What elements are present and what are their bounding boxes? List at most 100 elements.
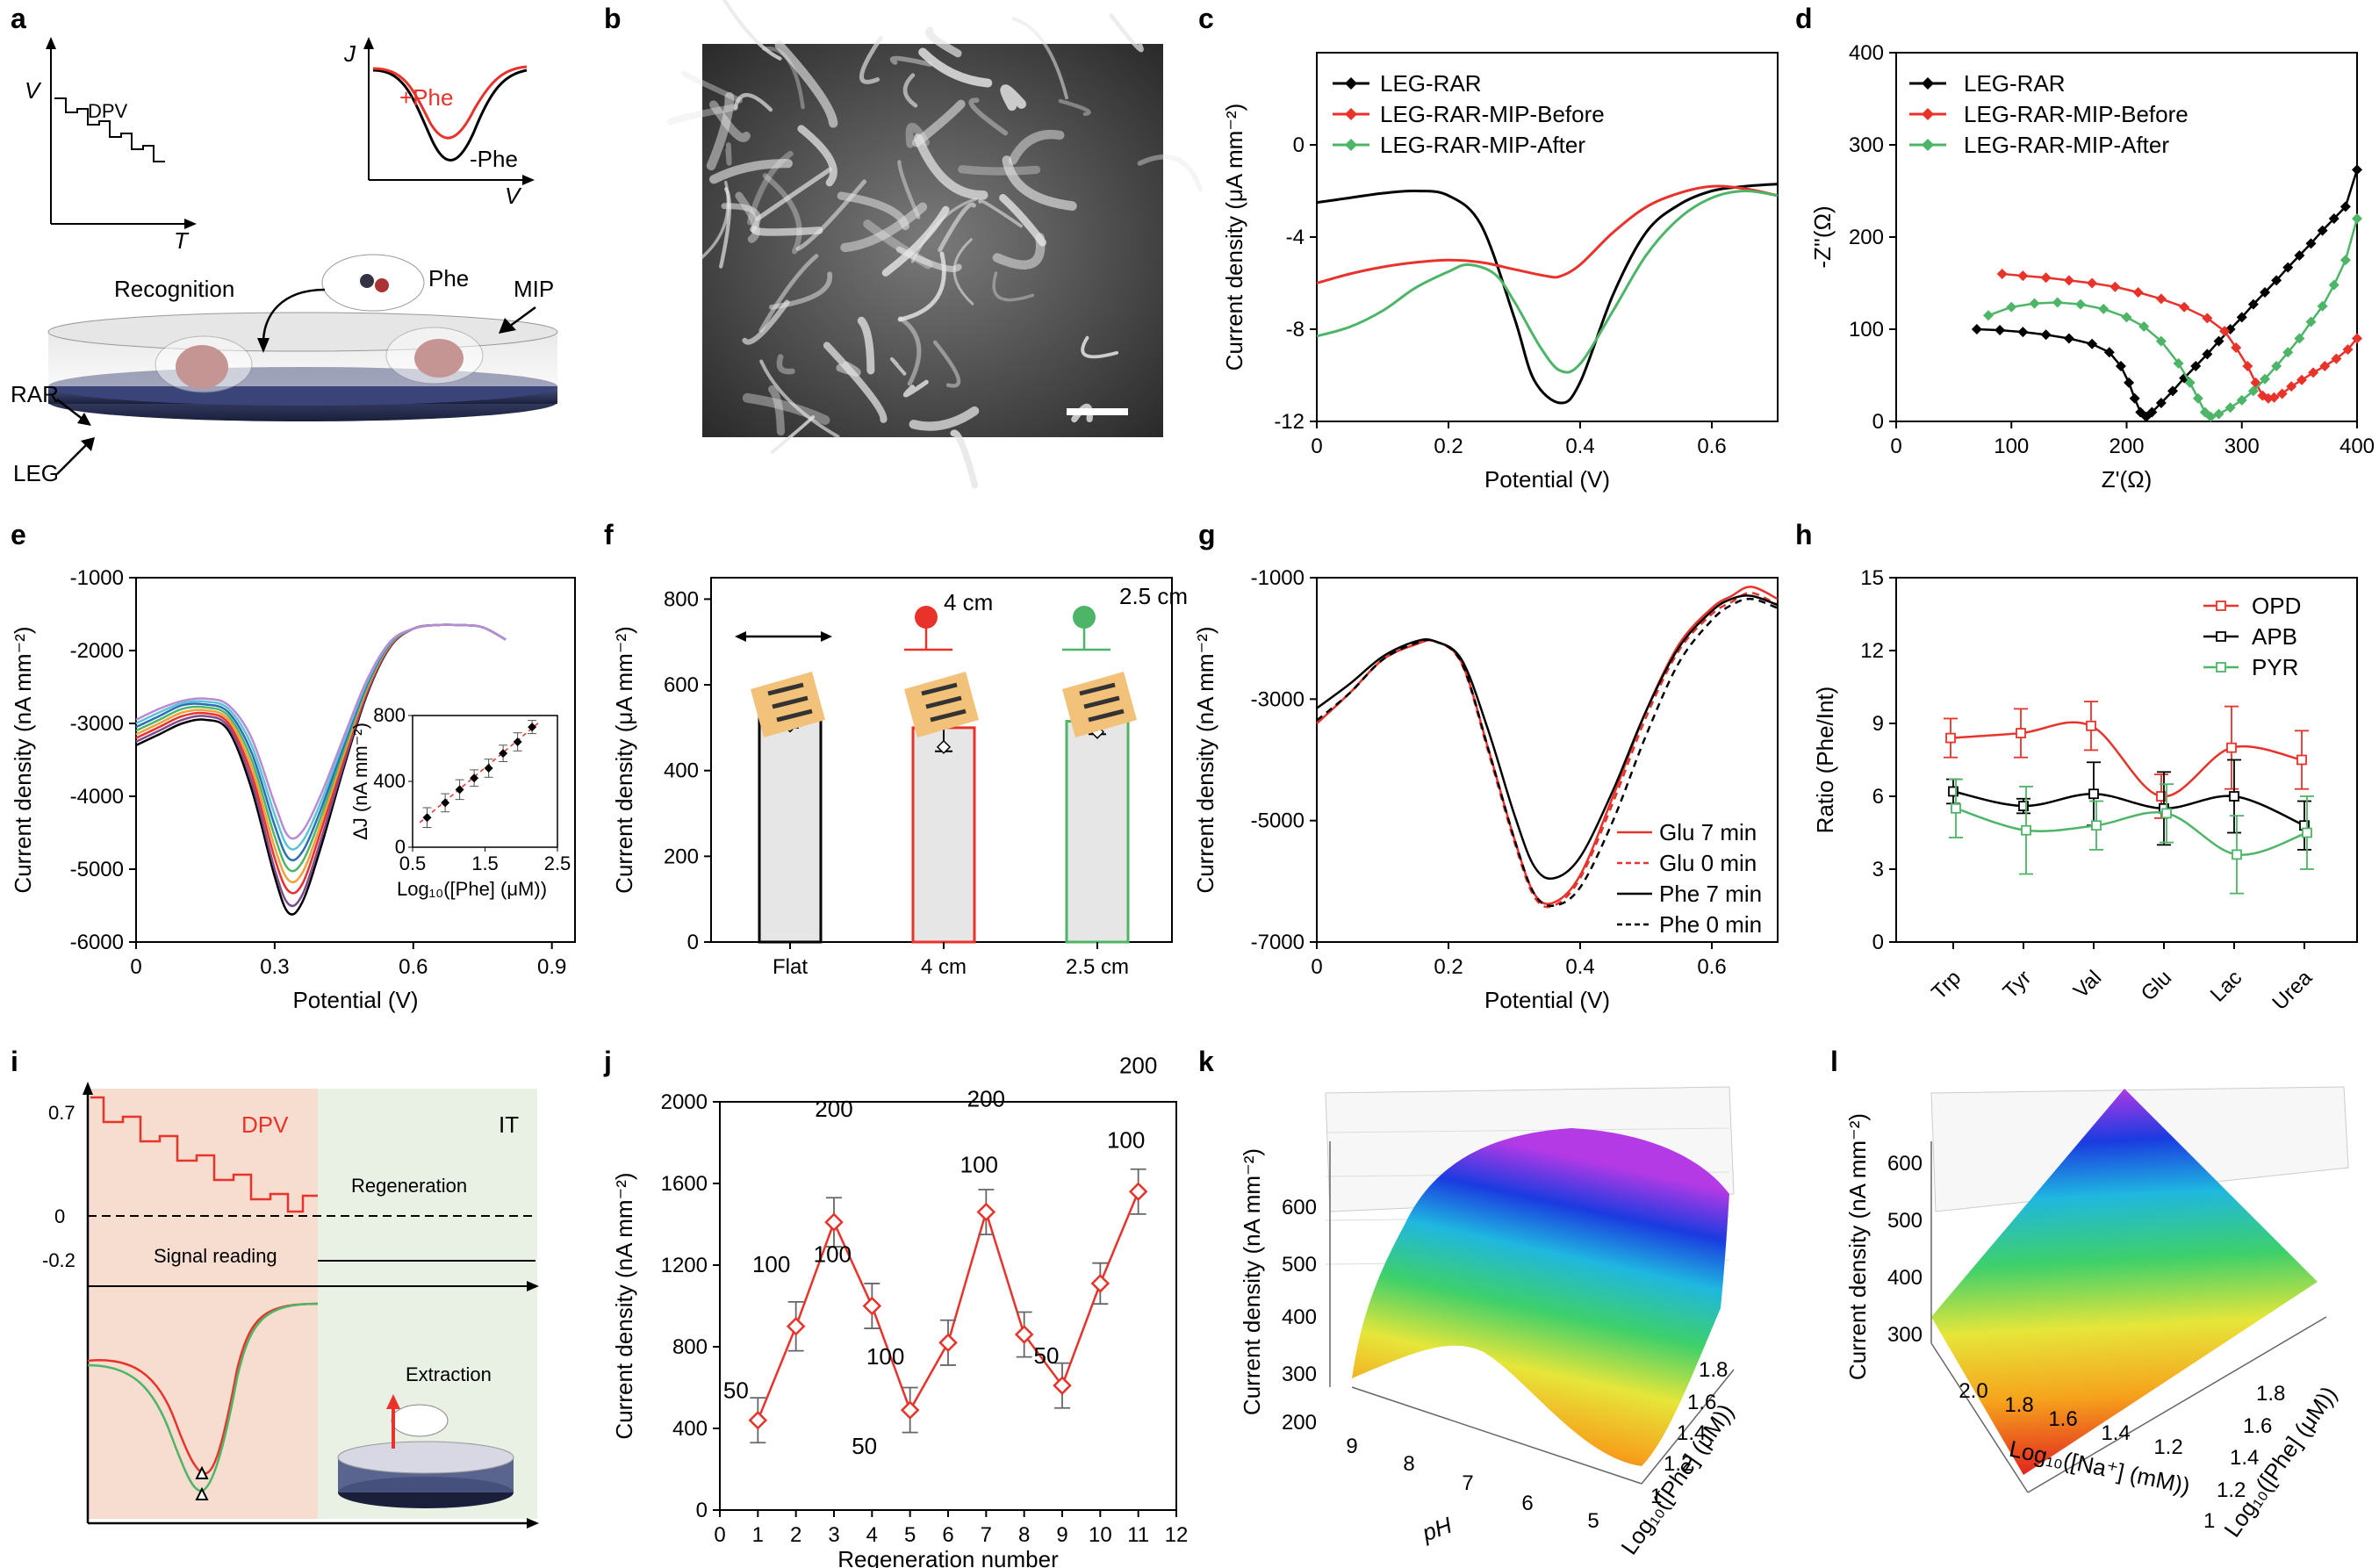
it-label: IT <box>499 1111 519 1138</box>
sem-fiber <box>898 316 922 386</box>
sem-fiber <box>1058 98 1091 117</box>
data-point <box>1014 1325 1034 1344</box>
data-point <box>2286 381 2297 392</box>
x-tick-label: 1 <box>752 1523 764 1547</box>
point-label: 50 <box>1034 1342 1060 1369</box>
panel-label-k: k <box>1198 1046 1214 1077</box>
z-tick-label: 400 <box>1887 1266 1923 1290</box>
legend-label: LEG-RAR <box>1380 70 1482 97</box>
rar-text: RAR <box>11 381 59 407</box>
x-tick-label: 0 <box>1890 435 1901 458</box>
legend-marker <box>1345 139 1357 151</box>
y-tick-label: 1.2 <box>2217 1478 2246 1502</box>
data-point <box>2213 335 2224 347</box>
x-tick-label: 8 <box>1018 1523 1030 1547</box>
inset-point <box>441 798 450 808</box>
inset-x-tick-label: 1.5 <box>471 852 499 874</box>
inset-frame <box>412 715 558 848</box>
series-line-2 <box>1316 189 1779 374</box>
data-point <box>2242 361 2253 371</box>
y-tick-label: 100 <box>1849 318 1884 342</box>
y-tick-label: -5000 <box>1251 809 1304 833</box>
data-point <box>2339 201 2351 212</box>
y-tick-label: 1.6 <box>1687 1391 1716 1414</box>
sem-fiber <box>1011 17 1068 100</box>
data-point <box>2260 373 2270 385</box>
x-tick-label: Glu <box>2137 966 2177 1006</box>
z-tick-label: 300 <box>1282 1363 1317 1386</box>
point-label: 200 <box>1119 1052 1157 1078</box>
data-point <box>2098 303 2109 314</box>
sem-fiber <box>774 40 838 128</box>
x-tick-label: 0 <box>1311 955 1322 979</box>
sem-fiber <box>742 299 790 345</box>
y-axis-label: Current density (μA mm⁻²) <box>1221 104 1247 371</box>
legend-label: APB <box>2252 623 2297 650</box>
data-point <box>2271 361 2282 371</box>
sem-image <box>667 0 1204 489</box>
data-point <box>2017 327 2029 338</box>
recognition-text: Recognition <box>114 276 234 302</box>
sem-fiber <box>759 359 840 439</box>
series-line-0 <box>1950 721 2303 798</box>
data-point <box>2328 279 2339 291</box>
x-tick-label: 1.4 <box>2101 1421 2130 1445</box>
y-tick-label: 9 <box>1872 712 1884 736</box>
data-point <box>2282 262 2294 273</box>
sensor-device: Recognition Phe MIP RAR LEG <box>11 254 558 486</box>
plot-frame <box>719 1101 1177 1511</box>
x-tick-label: 100 <box>1994 435 2029 458</box>
inset-point <box>470 773 479 783</box>
sem-fiber <box>895 246 962 273</box>
x-tick-label: Tyr <box>1999 966 2037 1003</box>
data-point <box>2260 287 2270 298</box>
x-tick-label: 1.8 <box>2004 1393 2033 1417</box>
sem-fiber <box>735 191 760 243</box>
z-tick-label: 600 <box>1887 1152 1923 1176</box>
data-point <box>2296 374 2307 385</box>
data-point <box>2155 293 2167 305</box>
sem-fiber <box>897 160 921 219</box>
legend-marker <box>1922 139 1934 151</box>
sem-fiber <box>840 202 928 253</box>
panel-label-b: b <box>604 3 622 34</box>
sem-fiber <box>1000 84 1027 111</box>
legend-marker <box>1922 108 1934 120</box>
surface-k-mesh <box>1352 1128 1729 1466</box>
sem-fiber <box>909 406 980 431</box>
sem-fiber <box>751 226 823 236</box>
legend-marker <box>1345 108 1357 120</box>
x-tick-label: 1.2 <box>2153 1435 2182 1459</box>
x-tick-label: 5 <box>1587 1509 1599 1533</box>
y-tick-label: 12 <box>1860 639 1884 663</box>
x-tick-label: 2 <box>790 1523 801 1547</box>
data-point <box>2305 238 2317 249</box>
scale-bar <box>1067 408 1128 415</box>
data-point <box>2328 213 2339 224</box>
y-tick-label: -7000 <box>1251 931 1304 954</box>
data-point <box>2167 385 2178 397</box>
plus-phe-text: +Phe <box>399 84 453 111</box>
plot-frame <box>1895 577 2358 943</box>
x-tick-label: 11 <box>1127 1523 1149 1547</box>
x-tick-label: 0.2 <box>1434 955 1463 979</box>
leg-text: LEG <box>13 460 59 486</box>
inset-point <box>422 813 432 823</box>
data-point <box>1128 1182 1148 1202</box>
sem-fiber <box>755 167 833 221</box>
sem-fiber <box>1137 154 1204 192</box>
y-tick-label: 6 <box>1872 785 1884 809</box>
data-point <box>2231 342 2242 353</box>
panel-label-g: g <box>1198 519 1216 550</box>
data-point <box>2226 742 2237 753</box>
y-axis-label: Current density (μA mm⁻²) <box>611 626 637 894</box>
x-tick-label: 0.4 <box>1565 435 1594 458</box>
regeneration-label: Regeneration <box>351 1175 467 1197</box>
z-axis-label: Current density (nA mm⁻²) <box>1844 1113 1871 1380</box>
x-tick-label: 0.6 <box>1697 435 1726 458</box>
sem-fiber <box>1109 13 1144 53</box>
series-line-1 <box>1316 592 1779 909</box>
sem-fiber <box>952 238 974 306</box>
data-point <box>936 739 952 754</box>
data-point <box>2179 301 2190 313</box>
